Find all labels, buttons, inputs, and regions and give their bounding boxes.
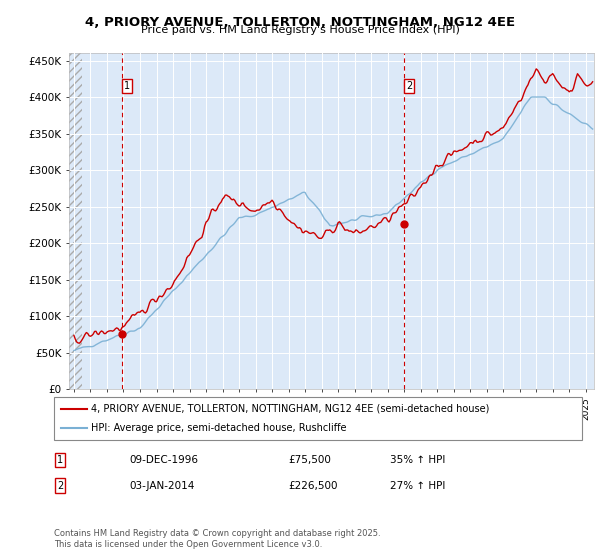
Text: £75,500: £75,500 xyxy=(288,455,331,465)
Text: 35% ↑ HPI: 35% ↑ HPI xyxy=(390,455,445,465)
Text: 2: 2 xyxy=(406,81,412,91)
Bar xyxy=(69,53,82,389)
Text: £226,500: £226,500 xyxy=(288,480,337,491)
Text: Contains HM Land Registry data © Crown copyright and database right 2025.
This d: Contains HM Land Registry data © Crown c… xyxy=(54,529,380,549)
Text: 1: 1 xyxy=(124,81,130,91)
Text: 09-DEC-1996: 09-DEC-1996 xyxy=(129,455,198,465)
Text: 4, PRIORY AVENUE, TOLLERTON, NOTTINGHAM, NG12 4EE (semi-detached house): 4, PRIORY AVENUE, TOLLERTON, NOTTINGHAM,… xyxy=(91,404,490,414)
Text: HPI: Average price, semi-detached house, Rushcliffe: HPI: Average price, semi-detached house,… xyxy=(91,423,347,433)
Text: 2: 2 xyxy=(57,480,63,491)
Text: 03-JAN-2014: 03-JAN-2014 xyxy=(129,480,194,491)
Text: 4, PRIORY AVENUE, TOLLERTON, NOTTINGHAM, NG12 4EE: 4, PRIORY AVENUE, TOLLERTON, NOTTINGHAM,… xyxy=(85,16,515,29)
Text: 27% ↑ HPI: 27% ↑ HPI xyxy=(390,480,445,491)
Text: 1: 1 xyxy=(57,455,63,465)
Text: Price paid vs. HM Land Registry's House Price Index (HPI): Price paid vs. HM Land Registry's House … xyxy=(140,25,460,35)
